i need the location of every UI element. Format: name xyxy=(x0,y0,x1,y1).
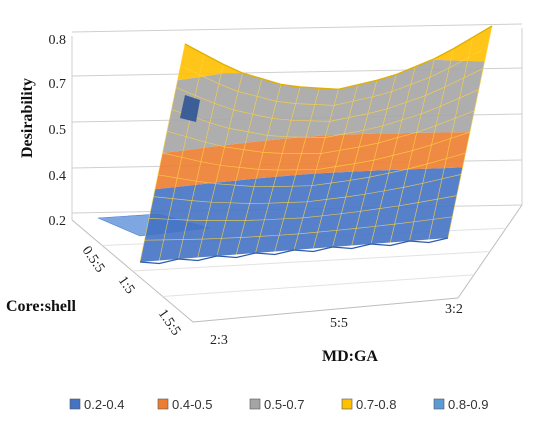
legend-label-0.4-0.5: 0.4-0.5 xyxy=(172,397,212,412)
surface-peak-tip xyxy=(180,95,200,122)
surface-mesh-row xyxy=(175,68,484,122)
surface-mesh-row xyxy=(180,46,488,106)
legend-swatch-0.7-0.8 xyxy=(341,398,353,410)
gridline xyxy=(71,23,523,33)
surface-bottom-edge xyxy=(139,237,449,265)
surface-mesh-row xyxy=(171,89,479,138)
surface-mesh-row xyxy=(148,195,457,221)
surface-mesh-row xyxy=(162,131,471,171)
surface-mesh-row xyxy=(153,174,462,204)
z-tick-1-5: 1:5 xyxy=(115,274,138,297)
surface-band-0.5-0.7 xyxy=(162,59,485,154)
y-tick-0.4: 0.4 xyxy=(49,169,67,184)
legend: 0.2-0.4 0.4-0.5 0.5-0.7 0.7-0.8 0.8-0.9 xyxy=(69,397,488,412)
z-tick-0.5-5: 0.5:5 xyxy=(79,244,108,276)
floor-gridline xyxy=(162,274,475,297)
x-tick-3-2: 3:2 xyxy=(445,302,463,317)
surface-plot xyxy=(97,25,493,265)
surface-mesh-row xyxy=(144,216,453,241)
legend-label-0.2-0.4: 0.2-0.4 xyxy=(84,397,124,412)
y-tick-0.8: 0.8 xyxy=(49,33,67,48)
floor-front-edge xyxy=(192,297,459,323)
z-tick-1.5-5: 1.5:5 xyxy=(155,307,184,339)
surface-mesh-row xyxy=(166,110,475,154)
y-axis-title: Desirability xyxy=(19,78,36,158)
legend-label-0.8-0.9: 0.8-0.9 xyxy=(448,397,488,412)
y-tick-0.5: 0.5 xyxy=(49,123,67,138)
legend-swatch-0.2-0.4 xyxy=(69,398,81,410)
surface-top-edge xyxy=(184,25,493,91)
legend-label-0.7-0.8: 0.7-0.8 xyxy=(356,397,396,412)
x-tick-2-3: 2:3 xyxy=(210,333,228,348)
floor-gridline xyxy=(132,251,491,272)
surface-band-0.4-0.5 xyxy=(155,132,470,190)
legend-swatch-0.5-0.7 xyxy=(249,398,261,410)
legend-swatch-0.4-0.5 xyxy=(157,398,169,410)
legend-swatch-0.8-0.9 xyxy=(433,398,445,410)
x-tick-5-5: 5:5 xyxy=(330,316,348,331)
legend-label-0.5-0.7: 0.5-0.7 xyxy=(264,397,304,412)
y-tick-0.7: 0.7 xyxy=(49,77,67,92)
x-axis-title: MD:GA xyxy=(322,348,378,365)
y-tick-0.2: 0.2 xyxy=(49,214,67,229)
surface-mesh-row xyxy=(157,152,466,187)
z-axis-title: Core:shell xyxy=(6,298,76,315)
